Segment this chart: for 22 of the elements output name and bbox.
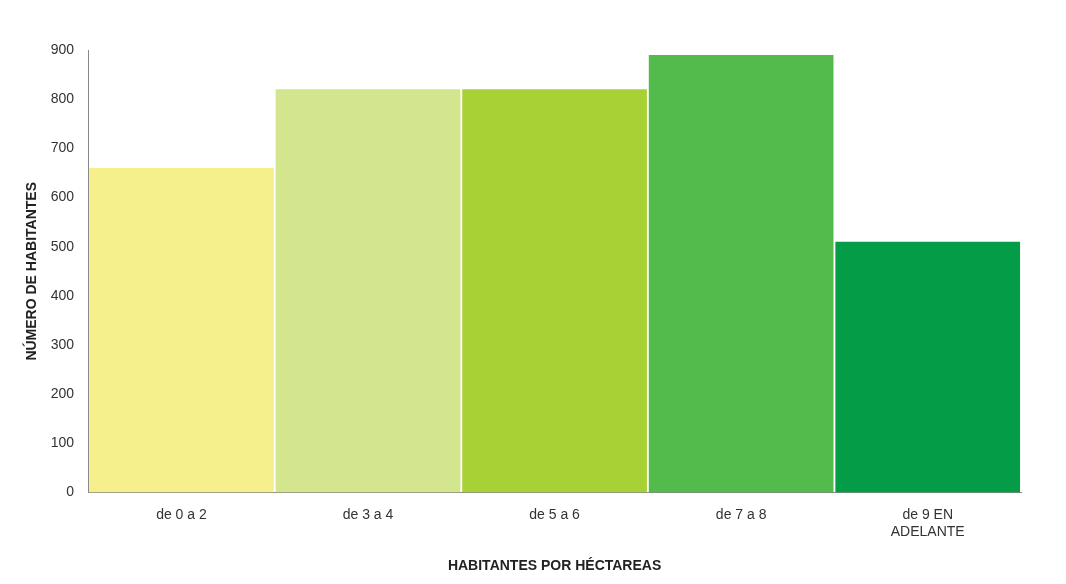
y-tick-label: 200	[50, 385, 75, 402]
x-axis-title: HABITANTES POR HÉCTAREAS	[447, 557, 662, 574]
y-tick-label: 0	[66, 483, 75, 500]
y-tick-label: 500	[50, 237, 75, 254]
x-tick-label: de 9 EN ADELANTE	[890, 505, 965, 539]
x-tick-label: de 3 a 4	[342, 505, 394, 522]
y-axis-title: NÚMERO DE HABITANTES	[22, 181, 40, 361]
y-tick-label: 600	[50, 188, 75, 205]
y-tick-label: 900	[50, 40, 75, 57]
y-tick-label: 700	[50, 139, 75, 156]
bar	[835, 241, 1021, 493]
bar	[89, 168, 274, 493]
y-tick-label: 100	[50, 434, 75, 451]
bar	[462, 89, 647, 493]
y-tick-label: 800	[50, 90, 75, 107]
bar	[275, 89, 461, 493]
bar	[648, 54, 834, 493]
x-tick-label: de 7 a 8	[715, 505, 767, 522]
y-tick-label: 300	[50, 335, 75, 352]
y-tick-label: 400	[50, 286, 75, 303]
x-tick-label: de 0 a 2	[156, 505, 207, 522]
x-tick-label: de 5 a 6	[529, 505, 581, 522]
